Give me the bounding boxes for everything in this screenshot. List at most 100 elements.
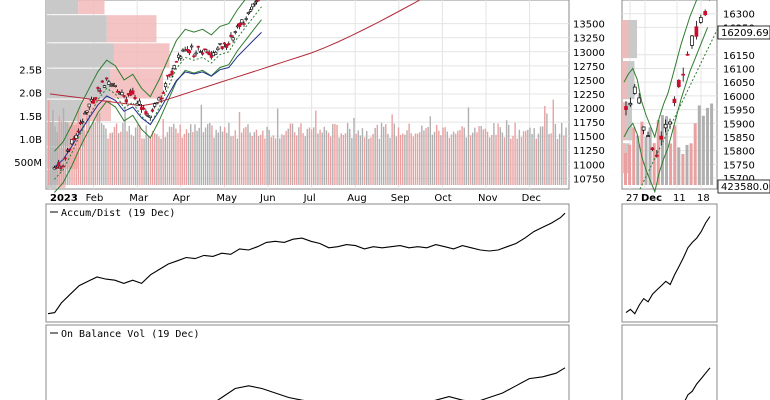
volume-bar (467, 107, 470, 185)
zoom-price-tick-label: 16300 (723, 10, 755, 21)
x-tick-label: 2023 (50, 193, 78, 204)
volume-bar (90, 125, 92, 185)
candle (218, 42, 222, 45)
volume-bar (187, 132, 190, 185)
volume-bar (410, 133, 412, 185)
candle (196, 45, 200, 48)
candle (70, 139, 74, 145)
x-tick-label: Sep (391, 193, 410, 204)
candle (124, 99, 128, 103)
volume-bar (247, 124, 249, 185)
volume-bar (124, 106, 126, 185)
volume-bar (194, 124, 196, 185)
volume-bar (414, 133, 417, 185)
price-tick-label: 12250 (573, 90, 605, 101)
volume-bar (54, 126, 56, 185)
volume-bar (236, 138, 239, 185)
zoom-candle (659, 135, 664, 140)
price-tick-label: 11500 (573, 132, 605, 143)
volume-bar (448, 137, 451, 185)
candle (68, 148, 72, 151)
zoom-trend-line (639, 29, 718, 190)
zoom-candle (646, 135, 650, 137)
volume-bar (349, 128, 351, 185)
volume-bar (145, 125, 147, 185)
volume-bar (442, 127, 444, 185)
zoom-candle (663, 123, 668, 129)
zoom-price-tick-label: 16000 (723, 92, 755, 103)
volume-bar (450, 134, 453, 185)
volume-bar (151, 130, 154, 185)
volume-bar (143, 138, 145, 185)
candle (153, 103, 157, 107)
volume-bar (516, 138, 518, 185)
volume-by-price-bar (46, 0, 79, 15)
candle (65, 149, 70, 152)
volume-bar (158, 136, 160, 185)
volume-bar (421, 125, 423, 185)
volume-bar (334, 123, 336, 185)
volume-bar (522, 131, 525, 185)
volume-bar (170, 126, 173, 185)
volume-bar (520, 136, 523, 185)
volume-bar (355, 133, 357, 185)
candle (107, 81, 111, 85)
volume-tick-label: 500M (14, 158, 42, 169)
volume-bar (497, 123, 499, 185)
candle (198, 51, 203, 53)
zoom-volume-bar (628, 144, 632, 185)
volume-bar (255, 129, 258, 185)
volume-bar (120, 131, 122, 185)
volume-bar (550, 133, 552, 185)
volume-bar (105, 128, 107, 185)
volume-bar (423, 130, 425, 185)
volume-bar (274, 138, 277, 185)
volume-bar (117, 133, 120, 185)
zoom-x-tick-label: 27 (626, 193, 639, 204)
x-tick-label: Apr (173, 193, 191, 204)
zoom-price-tick-label: 15900 (723, 119, 755, 130)
volume-bar (298, 127, 300, 185)
volume-bar (62, 108, 65, 185)
candle (224, 43, 229, 48)
candle (222, 42, 227, 45)
zoom-volume-bar (652, 143, 656, 185)
volume-bar (283, 135, 285, 185)
volume-bar (363, 137, 366, 185)
volume-bar (491, 134, 493, 185)
candle (133, 97, 137, 100)
volume-bar (270, 137, 272, 185)
moving-average-red (49, 0, 421, 107)
volume-bar (289, 123, 292, 185)
volume-bar (469, 135, 472, 185)
volume-bar (378, 138, 381, 185)
volume-bar (508, 124, 510, 185)
volume-bar (361, 128, 364, 185)
volume-bar (50, 121, 52, 185)
candle (115, 90, 120, 93)
volume-bar (452, 131, 455, 185)
zoom-volume-bar (644, 136, 648, 185)
volume-bar (77, 108, 80, 185)
zoom-volume-bar (632, 127, 636, 185)
volume-by-price-bar (106, 15, 157, 43)
volume-bar (512, 135, 514, 185)
volume-bar (79, 121, 82, 185)
volume-bar (240, 132, 243, 185)
volume-bar (175, 128, 177, 185)
candle (233, 31, 237, 33)
volume-bar (264, 138, 266, 185)
zoom-on-balance-vol-panel (621, 324, 718, 400)
volume-bar (366, 130, 368, 185)
zoom-candle (685, 53, 690, 56)
accum-dist-line (47, 212, 566, 315)
volume-bar (472, 132, 474, 185)
volume-bar (323, 126, 325, 185)
price-tick-label: 12500 (573, 76, 605, 87)
volume-bar (204, 127, 207, 185)
volume-bar (529, 127, 531, 185)
volume-bar (531, 133, 533, 185)
volume-bar (495, 134, 497, 185)
volume-bar (67, 122, 69, 185)
volume-bar (183, 133, 186, 185)
